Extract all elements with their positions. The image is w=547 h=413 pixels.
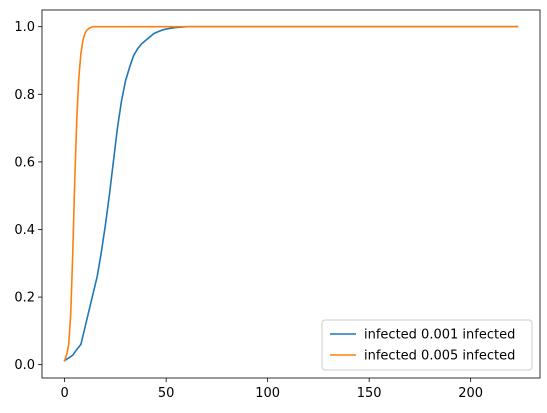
legend-label: infected 0.005 infected	[364, 349, 515, 364]
x-axis: 0 50 100 150 200	[60, 378, 483, 401]
y-tick-label: 0.2	[14, 291, 35, 306]
x-tick-label: 0	[60, 386, 68, 401]
legend-box	[321, 319, 533, 371]
series-lines	[63, 25, 519, 362]
y-tick-label: 0.0	[14, 358, 35, 373]
x-tick-label: 50	[158, 386, 175, 401]
legend: infected 0.001 infected infected 0.005 in…	[321, 319, 533, 371]
x-tick-label: 100	[255, 386, 280, 401]
x-tick-label: 150	[357, 386, 382, 401]
y-tick-label: 0.6	[14, 155, 35, 170]
y-axis: 0.0 0.2 0.4 0.6 0.8 1.0	[14, 20, 42, 373]
y-tick-label: 0.4	[14, 223, 35, 238]
x-tick-label: 200	[458, 386, 483, 401]
plot-area	[41, 9, 541, 379]
y-tick-label: 1.0	[14, 20, 35, 35]
series-line-2	[63, 25, 519, 362]
y-tick-label: 0.8	[14, 88, 35, 103]
plot-frame	[41, 9, 541, 379]
legend-label: infected 0.001 infected	[364, 328, 515, 343]
